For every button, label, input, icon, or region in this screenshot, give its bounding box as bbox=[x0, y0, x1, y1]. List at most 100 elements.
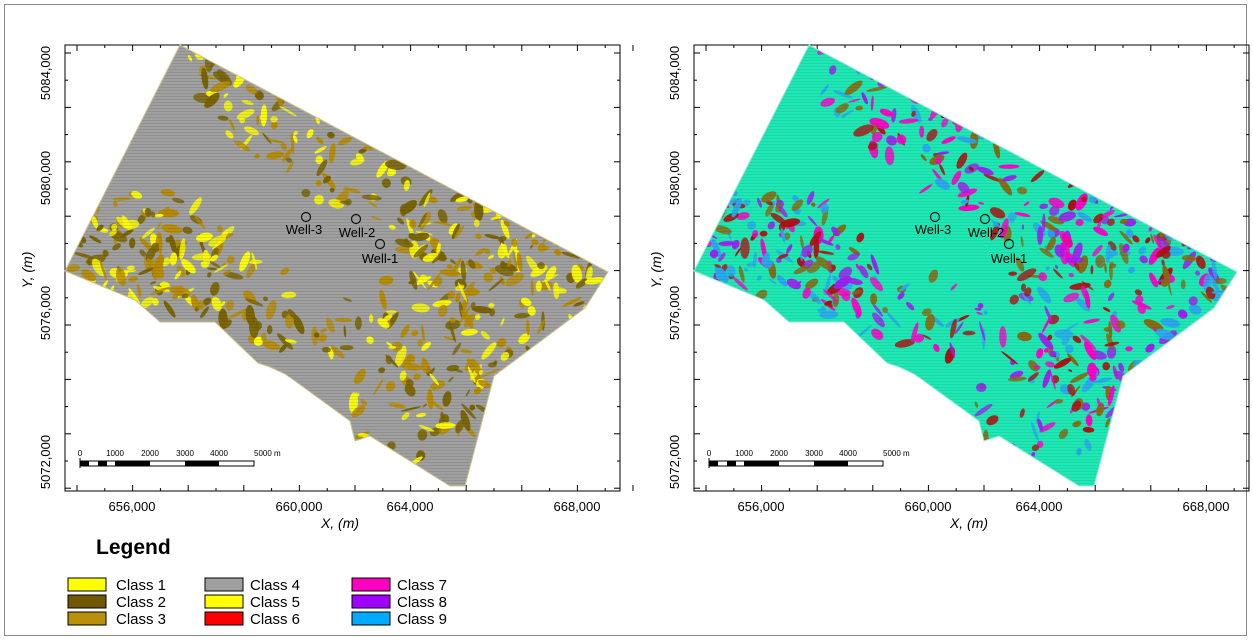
class-patch bbox=[327, 68, 340, 84]
class-patch bbox=[534, 357, 540, 363]
class-patch bbox=[417, 125, 427, 136]
class-patch bbox=[1159, 365, 1174, 372]
class-patch bbox=[299, 77, 310, 93]
class-patch bbox=[843, 45, 852, 53]
class-patch bbox=[397, 133, 414, 142]
class-patch bbox=[1205, 239, 1220, 246]
legend-item: Class 9 bbox=[351, 611, 447, 628]
class-patch bbox=[353, 81, 364, 99]
class-patch bbox=[919, 50, 941, 58]
class-patch bbox=[968, 101, 978, 112]
class-patch bbox=[1219, 307, 1228, 316]
map-right-x-tick-label: 660,000 bbox=[905, 499, 952, 514]
class-patch bbox=[544, 376, 551, 382]
class-patch bbox=[895, 53, 908, 71]
class-patch bbox=[349, 113, 356, 122]
class-patch bbox=[380, 88, 391, 100]
scalebar-label: 3000 bbox=[176, 449, 194, 458]
class-patch bbox=[322, 87, 326, 93]
class-patch bbox=[706, 217, 712, 223]
class-patch bbox=[1138, 366, 1151, 374]
class-patch bbox=[368, 89, 378, 100]
legend-swatch bbox=[67, 611, 107, 626]
class-patch bbox=[431, 110, 442, 125]
well-label: Well-2 bbox=[339, 225, 376, 240]
well-circle-icon bbox=[979, 213, 991, 225]
class-patch bbox=[277, 49, 285, 57]
class-patch bbox=[465, 157, 472, 163]
class-patch bbox=[1191, 362, 1209, 376]
class-patch bbox=[1031, 104, 1040, 124]
scalebar-label: 4000 bbox=[210, 449, 228, 458]
class-patch bbox=[352, 80, 373, 89]
map-right-y-tick-labels: 5072,000 5076,000 5080,000 5084,000 bbox=[667, 46, 682, 489]
class-patch bbox=[545, 199, 553, 217]
legend-item: Class 5 bbox=[204, 594, 300, 611]
class-patch bbox=[970, 112, 985, 126]
class-patch bbox=[465, 133, 477, 140]
class-patch bbox=[1145, 200, 1168, 209]
class-patch bbox=[74, 205, 97, 211]
well-marker: Well-2 bbox=[968, 213, 1005, 240]
class-patch bbox=[569, 237, 588, 249]
class-patch bbox=[1133, 197, 1139, 203]
class-patch bbox=[961, 72, 970, 88]
class-patch bbox=[370, 94, 382, 104]
class-patch bbox=[1135, 184, 1148, 191]
class-patch bbox=[579, 322, 583, 333]
class-patch bbox=[469, 138, 481, 151]
legend-title: Legend bbox=[96, 536, 171, 559]
class-patch bbox=[894, 75, 899, 87]
class-patch bbox=[286, 99, 305, 103]
well-marker: Well-1 bbox=[991, 238, 1028, 266]
class-patch bbox=[493, 195, 508, 202]
legend-label: Class 8 bbox=[397, 594, 447, 611]
well-marker: Well-2 bbox=[339, 213, 376, 240]
scalebar-label: 1000 bbox=[735, 449, 753, 458]
map-boundary-outline bbox=[64, 44, 609, 487]
class-patch bbox=[709, 213, 718, 218]
class-patch bbox=[1070, 137, 1081, 153]
well-label: Well-2 bbox=[968, 225, 1005, 240]
class-patch bbox=[977, 78, 983, 87]
class-patch bbox=[392, 107, 401, 116]
class-patch bbox=[1113, 147, 1129, 155]
class-patch bbox=[511, 399, 523, 409]
class-patch bbox=[1198, 341, 1208, 346]
map-right-y-tick-label: 5072,000 bbox=[667, 435, 682, 489]
class-patch bbox=[1214, 229, 1219, 244]
class-patch bbox=[231, 45, 245, 60]
class-patch bbox=[1202, 348, 1210, 362]
class-patch bbox=[894, 45, 905, 65]
class-patch bbox=[1208, 243, 1217, 255]
class-patch bbox=[306, 63, 324, 79]
class-patch bbox=[233, 54, 250, 60]
class-patch bbox=[1174, 374, 1179, 379]
scalebar-label: 3000 bbox=[805, 449, 823, 458]
well-circle-icon bbox=[929, 211, 941, 223]
class-patch bbox=[865, 45, 886, 52]
class-patch bbox=[335, 81, 345, 93]
class-patch bbox=[1191, 356, 1201, 364]
class-patch bbox=[1037, 153, 1045, 162]
class-patch bbox=[1183, 382, 1192, 390]
legend-swatch bbox=[204, 611, 244, 626]
class-patch bbox=[891, 72, 903, 82]
class-patch bbox=[972, 69, 976, 90]
class-patch bbox=[540, 368, 553, 382]
class-patch bbox=[519, 200, 526, 211]
legend-swatch bbox=[204, 594, 244, 609]
map-right-scalebar: 0 1000 2000 3000 4000 5000 m bbox=[707, 449, 910, 468]
class-patch bbox=[1051, 104, 1057, 110]
class-patch bbox=[1018, 96, 1035, 108]
legend-swatch bbox=[351, 611, 391, 626]
well-circle-icon bbox=[350, 213, 362, 225]
class-patch bbox=[1154, 210, 1171, 216]
class-patch bbox=[1163, 191, 1173, 204]
map-left-wells: Well-1 Well-2 Well-3 bbox=[286, 211, 398, 266]
well-label: Well-1 bbox=[991, 251, 1028, 266]
class-patch bbox=[282, 70, 294, 80]
class-patch bbox=[538, 376, 549, 394]
class-patch bbox=[411, 155, 424, 169]
well-circle-icon bbox=[1003, 238, 1015, 250]
